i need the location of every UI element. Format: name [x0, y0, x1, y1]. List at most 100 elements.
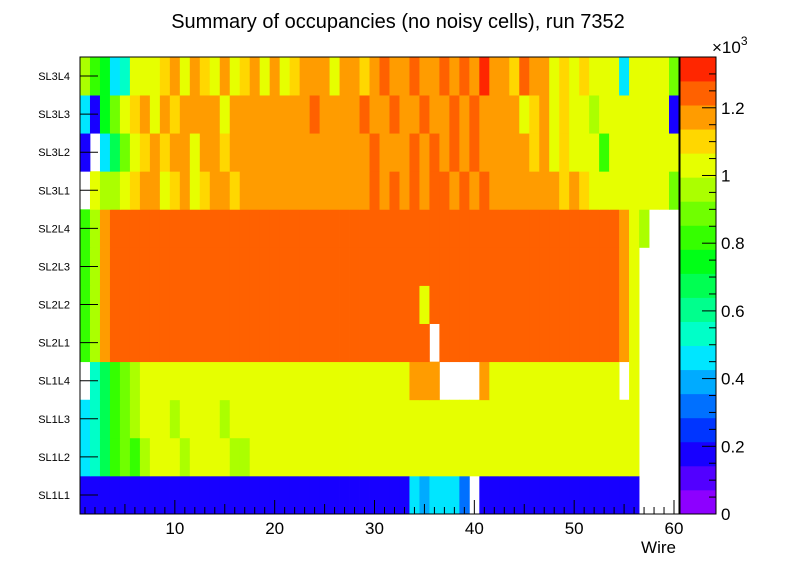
heatmap-cell-SL2L1-w24: [309, 323, 320, 363]
heatmap-cell-SL1L1-w8: [149, 475, 161, 515]
heatmap-cell-SL1L3-w51: [579, 399, 590, 439]
x-tick-label: 40: [465, 519, 484, 538]
heatmap-cell-SL1L2-w48: [549, 437, 560, 477]
heatmap-cell-SL3L4-w44: [509, 57, 520, 96]
heatmap-cells: [80, 57, 680, 515]
heatmap-cell-SL2L2-w30: [369, 285, 380, 324]
heatmap-cell-SL1L2-w51: [579, 437, 590, 477]
heatmap-cell-SL2L3-w42: [489, 247, 500, 286]
heatmap-cell-SL1L3-w39: [459, 399, 470, 439]
heatmap-cell-SL1L4-w20: [269, 361, 281, 401]
heatmap-cell-SL2L3-w48: [549, 247, 560, 286]
heatmap-cell-SL3L2-w47: [539, 133, 550, 172]
y-tick-label: SL1L1: [38, 490, 70, 502]
heatmap-cell-SL1L1-w43: [499, 475, 510, 515]
heatmap-cell-SL3L3-w21: [279, 95, 291, 134]
heatmap-cell-SL2L3-w25: [319, 247, 330, 286]
heatmap-cell-SL2L2-w5: [119, 285, 131, 324]
heatmap-cell-SL1L3-w50: [569, 399, 580, 439]
heatmap-cell-SL3L3-w52: [589, 95, 600, 134]
heatmap-cell-SL3L1-w32: [389, 171, 400, 210]
heatmap-cell-SL2L3-w18: [249, 247, 261, 286]
heatmap-cell-SL2L4-w55: [619, 209, 630, 248]
heatmap-cell-SL3L4-w34: [409, 57, 420, 96]
heatmap-cell-SL3L2-w40: [469, 133, 480, 172]
heatmap-cell-SL3L3-w29: [359, 95, 370, 134]
heatmap-cell-SL2L2-w34: [409, 285, 420, 324]
heatmap-cell-SL2L4-w21: [279, 209, 291, 248]
heatmap-cell-SL3L4-w36: [429, 57, 440, 96]
heatmap-cell-SL3L3-w59: [659, 95, 670, 134]
heatmap-cell-SL1L2-w25: [319, 437, 330, 477]
heatmap-cell-SL2L3-w44: [509, 247, 520, 286]
heatmap-cell-SL3L1-w16: [229, 171, 241, 210]
heatmap-cell-SL2L3-w17: [239, 247, 251, 286]
heatmap-cell-SL3L2-w7: [139, 133, 151, 172]
heatmap-cell-SL3L3-w12: [189, 95, 201, 134]
heatmap-cell-SL1L4-w30: [369, 361, 380, 401]
heatmap-cell-SL1L4-w8: [149, 361, 161, 401]
heatmap-cell-SL1L1-w51: [579, 475, 590, 515]
heatmap-cell-SL1L2-w40: [469, 437, 480, 477]
heatmap-cell-SL3L4-w32: [389, 57, 400, 96]
heatmap-cell-SL1L2-w56: [629, 437, 640, 477]
heatmap-cell-SL3L1-w52: [589, 171, 600, 210]
heatmap-cell-SL3L4-w23: [299, 57, 311, 96]
heatmap-cell-SL2L3-w32: [389, 247, 400, 286]
heatmap-cell-SL1L3-w56: [629, 399, 640, 439]
heatmap-cell-SL1L4-w27: [339, 361, 350, 401]
heatmap-cell-SL3L3-w42: [489, 95, 500, 134]
heatmap-cell-SL3L2-w13: [199, 133, 211, 172]
heatmap-cell-SL2L4-w50: [569, 209, 580, 248]
heatmap-cell-SL2L4-w57: [639, 209, 650, 248]
heatmap-cell-SL2L4-w44: [509, 209, 520, 248]
heatmap-cell-SL1L1-w41: [479, 475, 490, 515]
heatmap-cell-SL3L4-w15: [219, 57, 231, 96]
heatmap-cell-SL1L1-w42: [489, 475, 500, 515]
heatmap-cell-SL2L1-w43: [499, 323, 510, 363]
heatmap-cell-SL2L2-w27: [339, 285, 350, 324]
heatmap-cell-SL1L1-w28: [349, 475, 360, 515]
heatmap-cell-SL2L4-w13: [199, 209, 211, 248]
color-scale-swatch: [680, 201, 716, 226]
heatmap-cell-SL2L1-w18: [249, 323, 261, 363]
heatmap-cell-SL3L3-w22: [289, 95, 301, 134]
heatmap-cell-SL1L4-w25: [319, 361, 330, 401]
heatmap-cell-SL2L1-w48: [549, 323, 560, 363]
heatmap-cell-SL2L1-w20: [269, 323, 281, 363]
heatmap-cell-SL3L4-w57: [639, 57, 650, 96]
heatmap-cell-SL1L3-w10: [169, 399, 181, 439]
heatmap-cell-SL1L2-w8: [149, 437, 161, 477]
heatmap-cell-SL1L3-w30: [369, 399, 380, 439]
heatmap-cell-SL3L3-w55: [619, 95, 630, 134]
heatmap-cell-SL3L4-w30: [369, 57, 380, 96]
heatmap-cell-SL3L1-w56: [629, 171, 640, 210]
heatmap-cell-SL1L3-w33: [399, 399, 410, 439]
heatmap-cell-SL1L4-w47: [539, 361, 550, 401]
heatmap-cell-SL2L4-w3: [99, 209, 111, 248]
color-scale-tick-label: 1: [721, 166, 730, 185]
heatmap-cell-SL3L2-w56: [629, 133, 640, 172]
heatmap-cell-SL2L4-w46: [529, 209, 540, 248]
heatmap-cell-SL3L1-w17: [239, 171, 251, 210]
heatmap-cell-SL3L1-w38: [449, 171, 460, 210]
heatmap-cell-SL3L4-w49: [559, 57, 570, 96]
heatmap-cell-SL2L3-w3: [99, 247, 111, 286]
heatmap-cell-SL2L2-w35: [419, 285, 430, 324]
heatmap-cell-SL3L4-w42: [489, 57, 500, 96]
heatmap-cell-SL3L1-w54: [609, 171, 620, 210]
heatmap-cell-SL1L4-w53: [599, 361, 610, 401]
heatmap-cell-SL1L2-w32: [389, 437, 400, 477]
heatmap-cell-SL3L2-w35: [419, 133, 430, 172]
heatmap-cell-SL3L2-w12: [189, 133, 201, 172]
heatmap-cell-SL2L1-w10: [169, 323, 181, 363]
heatmap-cell-SL3L1-w51: [579, 171, 590, 210]
heatmap-cell-SL3L2-w27: [339, 133, 350, 172]
heatmap-cell-SL1L3-w6: [129, 399, 141, 439]
heatmap-cell-SL1L1-w11: [179, 475, 191, 515]
heatmap-cell-SL3L2-w38: [449, 133, 460, 172]
heatmap-cell-SL3L2-w25: [319, 133, 330, 172]
heatmap-cell-SL2L4-w47: [539, 209, 550, 248]
heatmap-cell-SL3L1-w9: [159, 171, 171, 210]
heatmap-cell-SL3L3-w56: [629, 95, 640, 134]
